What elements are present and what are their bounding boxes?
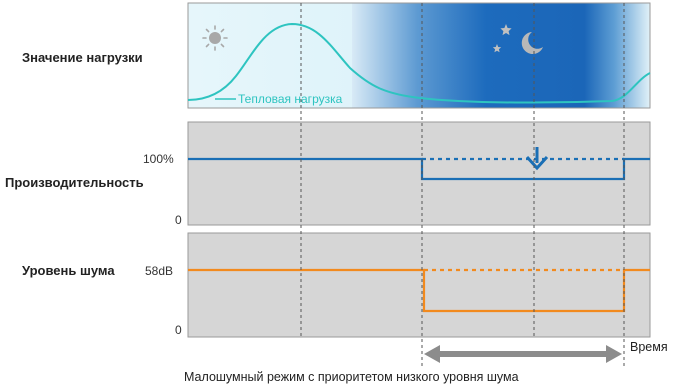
night-sky-band bbox=[352, 3, 650, 108]
performance-line bbox=[188, 157, 650, 181]
performance-panel bbox=[187, 121, 651, 226]
performance-drop-arrow bbox=[525, 147, 549, 171]
noise-tick-bottom: 0 bbox=[175, 323, 182, 337]
noise-tick-top: 58dB bbox=[145, 264, 174, 278]
time-guides bbox=[300, 3, 625, 368]
performance-tick-bottom: 0 bbox=[175, 213, 182, 227]
performance-tick-top: 100% bbox=[143, 152, 174, 166]
noise-row-label: Уровень шума bbox=[22, 263, 115, 278]
performance-row-label: Производительность bbox=[5, 175, 144, 190]
load-row-label: Значение нагрузки bbox=[22, 50, 143, 65]
noise-line bbox=[188, 268, 650, 313]
moon-stars-icon bbox=[492, 24, 543, 54]
time-axis-label: Время bbox=[630, 340, 668, 354]
quiet-mode-span-arrow bbox=[424, 345, 622, 363]
quiet-mode-caption: Малошумный режим с приоритетом низкого у… bbox=[184, 370, 519, 384]
heat-load-label: Тепловая нагрузка bbox=[238, 92, 343, 106]
noise-panel bbox=[187, 232, 651, 338]
sun-icon bbox=[202, 25, 228, 51]
load-panel bbox=[187, 2, 651, 109]
heat-load-curve bbox=[187, 22, 651, 104]
